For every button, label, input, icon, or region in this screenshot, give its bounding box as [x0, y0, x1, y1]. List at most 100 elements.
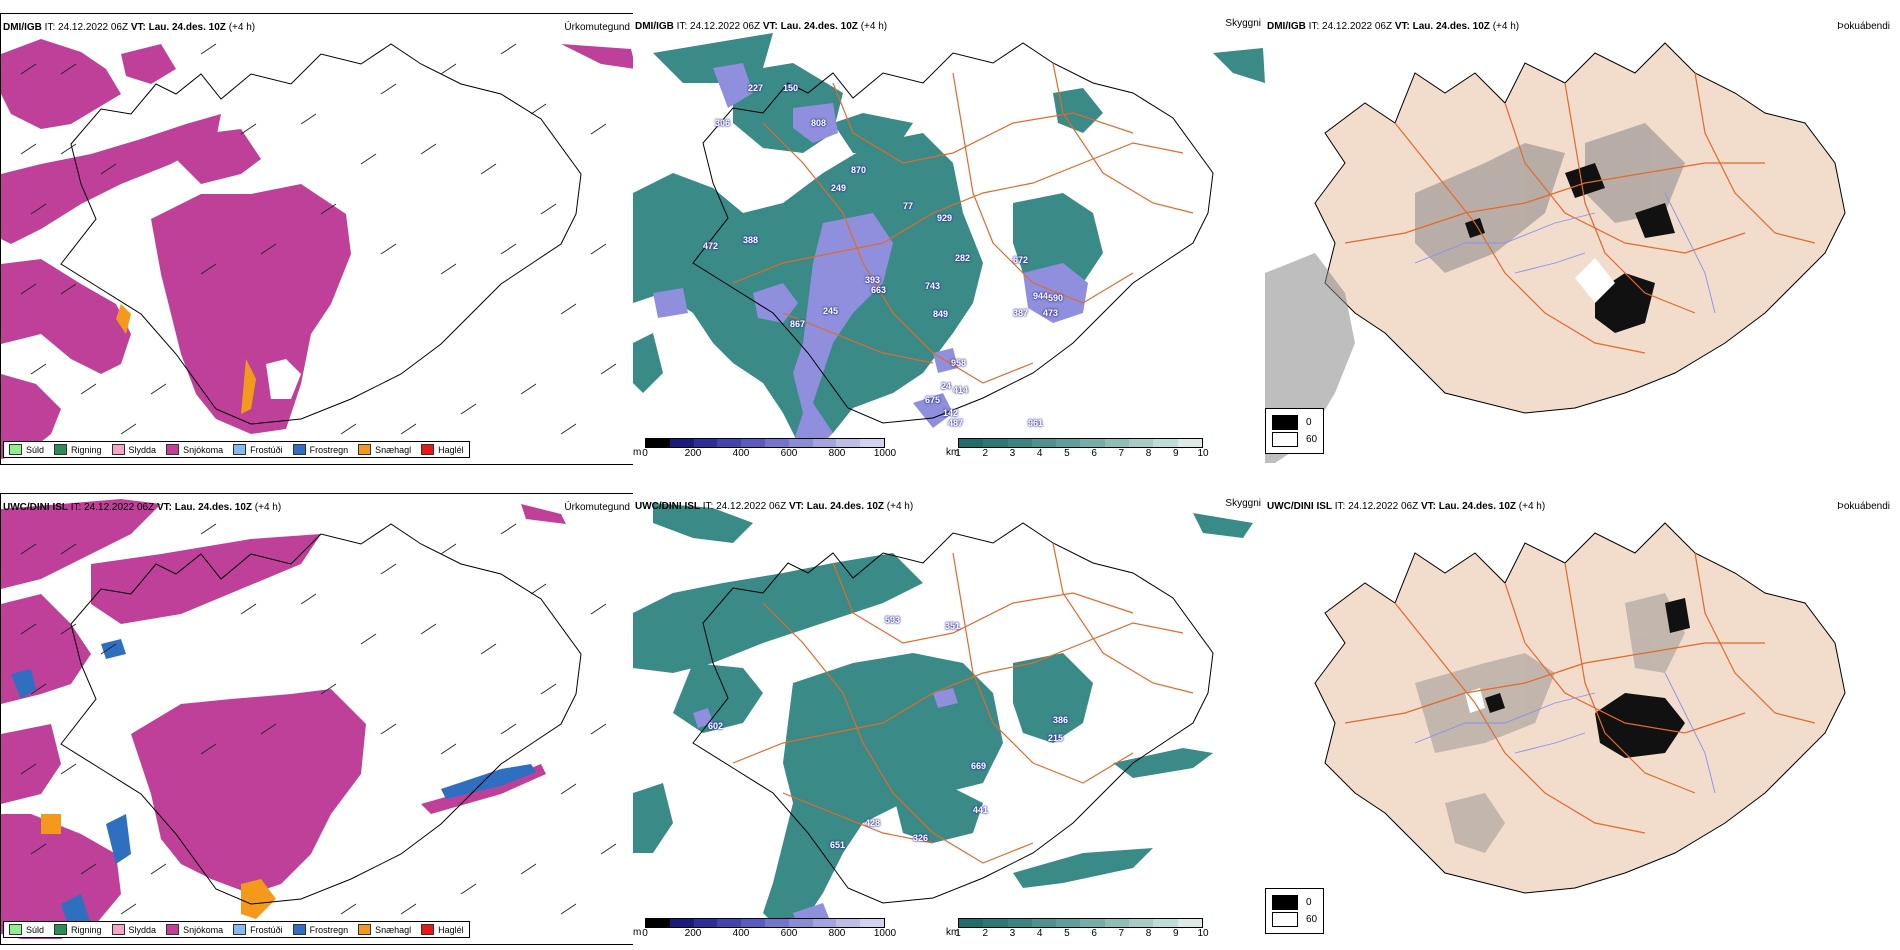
colorbar-tick-label: 5	[1064, 448, 1070, 459]
ceiling-value-label: 672	[1013, 255, 1029, 265]
legend-swatch	[166, 924, 180, 935]
ceiling-value-label: 282	[955, 253, 971, 263]
fog-panel-row1: DMI/IGB IT: 24.12.2022 06Z VT: Lau. 24.d…	[1265, 13, 1900, 465]
panel-header: UWC/DINI ISL IT: 24.12.2022 06Z VT: Lau.…	[635, 501, 913, 512]
colorbar-swatch	[1007, 919, 1032, 927]
ceiling-value-label: 472	[703, 241, 719, 251]
lead-time: (+4 h)	[860, 21, 888, 32]
panel-header: UWC/DINI ISL IT: 24.12.2022 06Z VT: Lau.…	[3, 502, 281, 513]
colorbar-swatch	[959, 439, 984, 447]
colorbar-swatch	[860, 439, 884, 447]
ceiling-value-label: 867	[790, 319, 806, 329]
ceiling-value-label: 150	[783, 83, 799, 93]
panel-title: Skyggni	[1225, 18, 1261, 29]
colorbar-tick-label: 600	[780, 928, 798, 939]
colorbar-boxes	[958, 438, 1203, 448]
colorbar-boxes	[645, 918, 885, 928]
legend-swatch	[358, 444, 372, 455]
colorbar-swatch	[669, 439, 694, 447]
colorbar-swatch	[1031, 439, 1057, 447]
fog-legend-swatch	[1272, 415, 1298, 430]
legend-label: Snæhagl	[375, 444, 412, 455]
vt-label: VT:	[762, 21, 778, 32]
fog-legend-row: 60	[1272, 432, 1317, 447]
colorbar-swatch	[1031, 919, 1057, 927]
init-time: 24.12.2022 06Z	[84, 502, 155, 513]
fog-panel-row2: UWC/DINI ISL IT: 24.12.2022 06Z VT: Lau.…	[1265, 493, 1900, 945]
panel-title: Skyggni	[1225, 498, 1261, 509]
ceiling-value-label: 590	[1048, 293, 1064, 303]
precip-legend: Súld Rigning Slydda Snjókoma Frostúði Frostre…	[3, 921, 470, 938]
fog-legend-label: 0	[1306, 417, 1312, 428]
colorbar-tick-label: 5	[1064, 928, 1070, 939]
panel-title: Úrkomutegund	[564, 22, 630, 33]
legend-item: Frostregn	[292, 444, 348, 455]
legend-swatch	[111, 924, 125, 935]
legend-label: Súld	[26, 924, 45, 935]
ceiling-value-label: 249	[831, 183, 847, 193]
legend-item: Haglél	[421, 924, 464, 935]
colorbar-swatch	[764, 439, 789, 447]
fog-legend-label: 0	[1306, 897, 1312, 908]
legend-label: Frostúði	[250, 444, 283, 455]
model-name: DMI/IGB	[1267, 21, 1306, 32]
ceiling-value-label: 393	[865, 275, 881, 285]
ceiling-value-label: 743	[925, 281, 941, 291]
colorbar-tick-label: 6	[1091, 928, 1097, 939]
it-label: IT:	[1308, 21, 1320, 32]
colorbar-swatch	[1153, 439, 1178, 447]
colorbar-tick-label: 800	[828, 928, 846, 939]
init-time: 24.12.2022 06Z	[1322, 21, 1393, 32]
colorbar-swatch	[860, 919, 884, 927]
ceiling-value-label: 849	[933, 309, 949, 319]
init-time: 24.12.2022 06Z	[1348, 501, 1419, 512]
lead-time: (+4 h)	[1518, 501, 1546, 512]
init-time: 24.12.2022 06Z	[716, 501, 787, 512]
colorbar-swatch	[669, 919, 694, 927]
legend-swatch	[358, 924, 372, 935]
panel-title: Þokuábendi	[1837, 21, 1890, 32]
it-label: IT:	[70, 502, 82, 513]
visibility-colorbar: 1 2 3 4 5 6 7 8 9 10 km	[946, 438, 1209, 462]
colorbar-swatch	[959, 919, 984, 927]
colorbar-swatch	[717, 919, 742, 927]
valid-time: Lau. 24.des. 10Z	[806, 501, 885, 512]
ceiling-value-label: 77	[903, 201, 914, 211]
colorbar-tick-label: 0	[642, 928, 648, 939]
legend-item: Snæhagl	[358, 444, 411, 455]
precip-panel-row1: DMI/IGB IT: 24.12.2022 06Z VT: Lau. 24.d…	[0, 13, 635, 465]
legend-item: Haglél	[421, 444, 464, 455]
visibility-colorbar: 1 2 3 4 5 6 7 8 9 10 km	[946, 918, 1209, 942]
ceiling-value-label: 227	[748, 83, 764, 93]
colorbar-tick-label: 1	[955, 928, 961, 939]
ceiling-value-label: 24	[941, 381, 952, 391]
legend-item: Súld	[9, 924, 44, 935]
colorbar-ticks: 0 200 400 600 800 1000	[642, 448, 896, 462]
colorbar-tick-label: 1000	[873, 448, 897, 459]
ceiling-value-label: 414	[953, 385, 969, 395]
ceiling-value-label: 675	[925, 395, 941, 405]
legend-item: Rigning	[54, 444, 102, 455]
model-name: DMI/IGB	[635, 21, 674, 32]
colorbar-swatch	[1129, 919, 1154, 927]
colorbar-swatch	[1104, 919, 1130, 927]
panel-title: Úrkomutegund	[564, 502, 630, 513]
ceiling-value-label: 593	[885, 615, 901, 625]
colorbar-swatch	[788, 439, 813, 447]
colorbar-swatch	[983, 439, 1008, 447]
visibility-panel-row2: UWC/DINI ISL IT: 24.12.2022 06Z VT: Lau.…	[633, 493, 1265, 945]
ceiling-value-label: 245	[823, 306, 839, 316]
legend-swatch	[233, 444, 247, 455]
panel-header: DMI/IGB IT: 24.12.2022 06Z VT: Lau. 24.d…	[635, 21, 887, 32]
legend-label: Snjókoma	[183, 444, 224, 455]
legend-item: Frostregn	[292, 924, 348, 935]
ceiling-value-label: 961	[1028, 418, 1044, 428]
colorbar-tick-label: 2	[982, 448, 988, 459]
fog-legend: 0 60	[1265, 888, 1325, 934]
vt-label: VT:	[130, 22, 146, 33]
precip-map-row2	[1, 499, 617, 939]
colorbar-ticks: 0 200 400 600 800 1000	[642, 928, 896, 942]
colorbar-tick-label: 200	[684, 928, 702, 939]
colorbar-tick-label: 10	[1197, 928, 1209, 939]
ceiling-value-label: 142	[943, 408, 959, 418]
